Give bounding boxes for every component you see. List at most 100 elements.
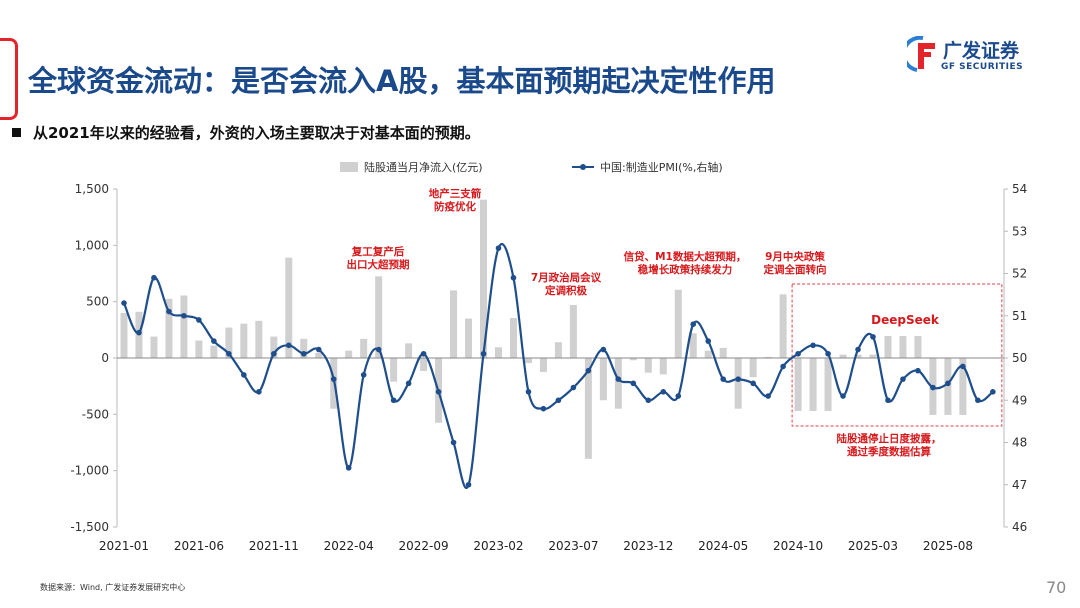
bar <box>360 338 368 358</box>
pmi-point <box>435 389 442 395</box>
pmi-point <box>585 367 592 374</box>
bar <box>539 358 547 373</box>
pmi-point <box>705 338 712 344</box>
bar <box>614 358 622 409</box>
pmi-point <box>690 321 697 328</box>
x-tick-label: 2021-11 <box>249 539 299 553</box>
pmi-point <box>271 350 277 357</box>
logo-text: 广发证券 <box>943 40 1020 62</box>
bar <box>165 298 173 358</box>
left-tick-label: 1,000 <box>75 238 109 252</box>
bar <box>584 358 592 459</box>
legend-bar-label: 陆股通当月净流入(亿元) <box>364 161 483 174</box>
legend-line-swatch <box>572 164 594 170</box>
right-tick-label: 54 <box>1012 182 1027 196</box>
x-tick-label: 2023-07 <box>548 539 598 553</box>
x-tick-label: 2023-02 <box>473 539 523 553</box>
bar <box>719 347 727 358</box>
pmi-point <box>480 350 487 357</box>
pmi-point <box>181 312 187 319</box>
pmi-point <box>915 367 921 374</box>
pmi-point <box>660 389 667 395</box>
annotation: 定调积极 <box>544 284 587 297</box>
right-tick-label: 51 <box>1012 309 1027 323</box>
logo-text-en: GF SECURITIES <box>941 62 1024 72</box>
bar <box>869 354 877 358</box>
pmi-point <box>855 346 861 353</box>
pmi-point <box>375 346 382 353</box>
right-tick-label: 46 <box>1012 520 1027 534</box>
left-tick-label: -500 <box>82 407 109 421</box>
bar <box>270 336 278 358</box>
x-tick-label: 2022-09 <box>399 539 449 553</box>
pmi-point <box>211 338 217 344</box>
bar <box>210 345 218 358</box>
bar <box>629 358 637 361</box>
pmi-point <box>600 346 607 353</box>
bar <box>495 347 502 358</box>
pmi-point <box>795 350 801 357</box>
bar <box>659 358 667 375</box>
pmi-point <box>615 376 622 382</box>
legend-bar-swatch <box>340 162 358 172</box>
bar <box>450 290 458 358</box>
annotation: 出口大超预期 <box>347 258 410 271</box>
left-tick-label: -1,000 <box>70 464 109 478</box>
bar <box>884 336 892 358</box>
pmi-point <box>555 397 562 404</box>
subtitle: 从2021年以来的经验看，外资的入场主要取决于对基本面的预期。 <box>12 122 480 143</box>
annotation: 信贷、M1数据大超预期， <box>624 250 747 263</box>
pmi-point <box>930 384 936 391</box>
bar <box>315 352 323 358</box>
right-tick-label: 52 <box>1012 267 1027 281</box>
pmi-point <box>945 380 951 387</box>
bar <box>839 354 847 358</box>
x-tick-label: 2023-12 <box>623 539 673 553</box>
legend-bar: 陆股通当月净流入(亿元) <box>340 159 483 175</box>
pmi-point <box>540 405 547 412</box>
pmi-point <box>136 329 142 336</box>
x-tick-label: 2025-08 <box>923 539 973 553</box>
annotation: 通过季度数据估算 <box>847 445 931 458</box>
x-tick-label: 2025-03 <box>848 539 898 553</box>
bar <box>240 323 248 358</box>
bar <box>824 358 832 411</box>
bar <box>899 336 907 358</box>
pmi-point <box>360 372 367 378</box>
source-note: 数据来源：Wind, 广发证券发展研究中心 <box>40 583 186 592</box>
x-tick-label: 2022-04 <box>324 539 374 553</box>
annotation: 7月政治局会议 <box>531 271 602 284</box>
pmi-point <box>885 397 891 404</box>
pmi-point <box>345 465 352 471</box>
page-number: 70 <box>1046 578 1067 597</box>
bar <box>195 340 203 358</box>
bar <box>225 327 233 358</box>
right-tick-label: 49 <box>1012 393 1027 407</box>
annotation: 地产三支箭 <box>429 187 482 200</box>
right-tick-label: 48 <box>1012 436 1027 450</box>
annotation: 定调全面转向 <box>763 263 827 276</box>
pmi-point <box>825 350 831 357</box>
pmi-point <box>675 393 682 399</box>
pmi-point <box>241 372 247 378</box>
bar <box>809 358 817 411</box>
pmi-point <box>975 397 981 404</box>
bar <box>554 342 562 358</box>
bar <box>405 343 413 358</box>
bar <box>794 358 802 411</box>
x-tick-label: 2021-06 <box>174 539 224 553</box>
pmi-point <box>285 342 292 349</box>
annotation: 复工复产后 <box>351 245 405 258</box>
pmi-point <box>495 245 502 251</box>
pmi-point <box>510 274 517 281</box>
bar <box>644 358 652 373</box>
legend-line: 中国:制造业PMI(%,右轴) <box>572 159 723 175</box>
pmi-point <box>765 393 771 399</box>
legend-line-label: 中国:制造业PMI(%,右轴) <box>600 161 723 174</box>
x-tick-label: 2024-05 <box>698 539 748 553</box>
annotation: 9月中央政策 <box>765 250 825 263</box>
annotation: 陆股通停止日度披露， <box>837 432 942 445</box>
pmi-point <box>420 350 427 357</box>
accent-tab <box>0 38 18 120</box>
